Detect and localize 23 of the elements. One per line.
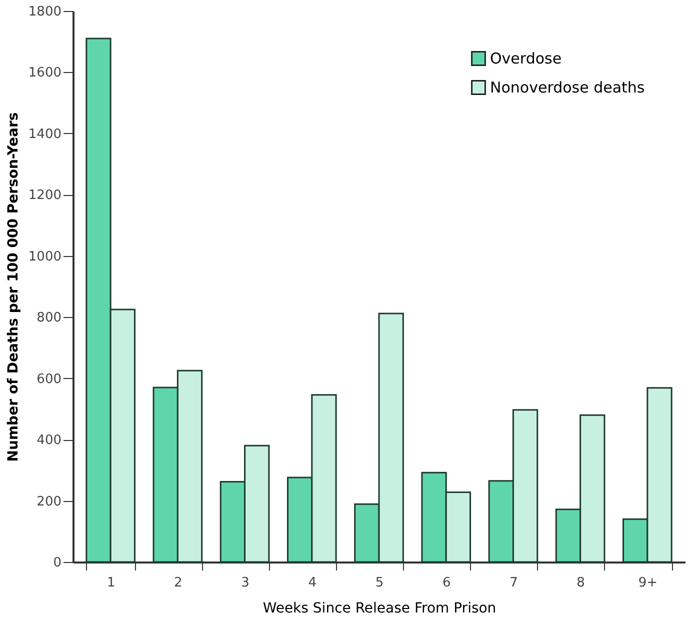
legend-label: Nonoverdose deaths [490, 78, 645, 96]
y-tick-label: 1400 [28, 126, 62, 142]
y-tick-label: 1800 [28, 4, 62, 20]
y-tick-label: 400 [36, 433, 62, 448]
legend-label: Overdose [490, 50, 562, 68]
x-axis-title: Weeks Since Release From Prison [262, 600, 496, 616]
x-tick-label: 1 [106, 576, 116, 590]
y-tick-label: 1600 [28, 66, 62, 81]
x-tick-label: 6 [442, 576, 451, 590]
y-tick-label: 0 [53, 556, 62, 570]
y-tick-label: 1000 [28, 249, 62, 264]
x-tick-label: 2 [174, 576, 182, 590]
x-tick-label: 9+ [638, 576, 658, 590]
y-tick-label: 800 [36, 310, 62, 326]
x-tick-label: 7 [510, 576, 518, 590]
y-axis-title: Number of Deaths per 100 000 Person-Years [5, 112, 22, 462]
y-tick-label: 200 [36, 494, 62, 510]
y-tick-label: 1200 [28, 188, 62, 204]
x-tick-label: 3 [241, 576, 250, 590]
x-tick-label: 4 [308, 576, 317, 590]
x-tick-label: 5 [375, 576, 384, 590]
y-tick-label: 600 [36, 372, 62, 387]
x-tick-label: 8 [576, 576, 585, 590]
